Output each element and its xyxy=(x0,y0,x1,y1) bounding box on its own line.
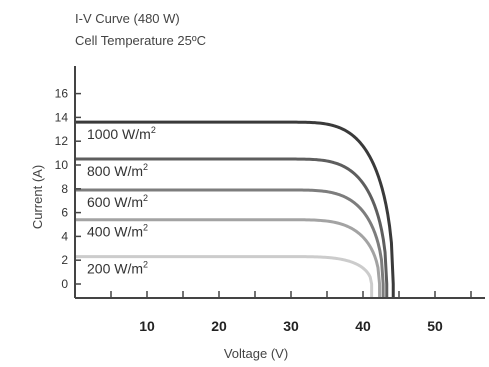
curve-label: 800 W/m2 xyxy=(87,162,148,179)
x-axis-label: Voltage (V) xyxy=(224,346,288,361)
chart-subtitle: Cell Temperature 25ºC xyxy=(75,33,206,48)
y-tick-label: 0 xyxy=(61,277,68,291)
iv-curve-series xyxy=(75,255,374,298)
curve-labels-group: 1000 W/m2 800 W/m2 600 W/m2 400 W/m2 200 W/m… xyxy=(87,125,156,276)
y-tick-label: 16 xyxy=(55,87,69,101)
y-tick-label: 2 xyxy=(61,253,68,267)
y-tick-label: 8 xyxy=(61,182,68,196)
chart-title: I-V Curve (480 W) xyxy=(75,11,180,26)
y-tick-label: 14 xyxy=(55,110,69,124)
y-tick-label: 4 xyxy=(61,229,68,243)
iv-curve-series xyxy=(75,218,382,298)
curve-series-group xyxy=(75,120,395,298)
y-tick-label: 10 xyxy=(55,158,69,172)
iv-curve-series xyxy=(75,157,389,298)
x-tick-label: 50 xyxy=(427,318,443,334)
y-tick-label: 12 xyxy=(55,134,69,148)
curve-label: 600 W/m2 xyxy=(87,193,148,210)
x-tick-label: 10 xyxy=(139,318,155,334)
y-tick-label: 6 xyxy=(61,206,68,220)
iv-curve-series xyxy=(75,188,385,298)
iv-curve-series xyxy=(75,120,395,298)
axes-group: 0 2 4 6 8 10 12 14 16 10 20 30 40 50 xyxy=(55,66,485,334)
x-tick-label: 20 xyxy=(211,318,227,334)
y-axis-label: Current (A) xyxy=(30,165,45,229)
curve-label: 1000 W/m2 xyxy=(87,125,156,142)
curve-label: 200 W/m2 xyxy=(87,260,148,277)
x-tick-label: 40 xyxy=(355,318,371,334)
x-tick-label: 30 xyxy=(283,318,299,334)
curve-label: 400 W/m2 xyxy=(87,223,148,240)
